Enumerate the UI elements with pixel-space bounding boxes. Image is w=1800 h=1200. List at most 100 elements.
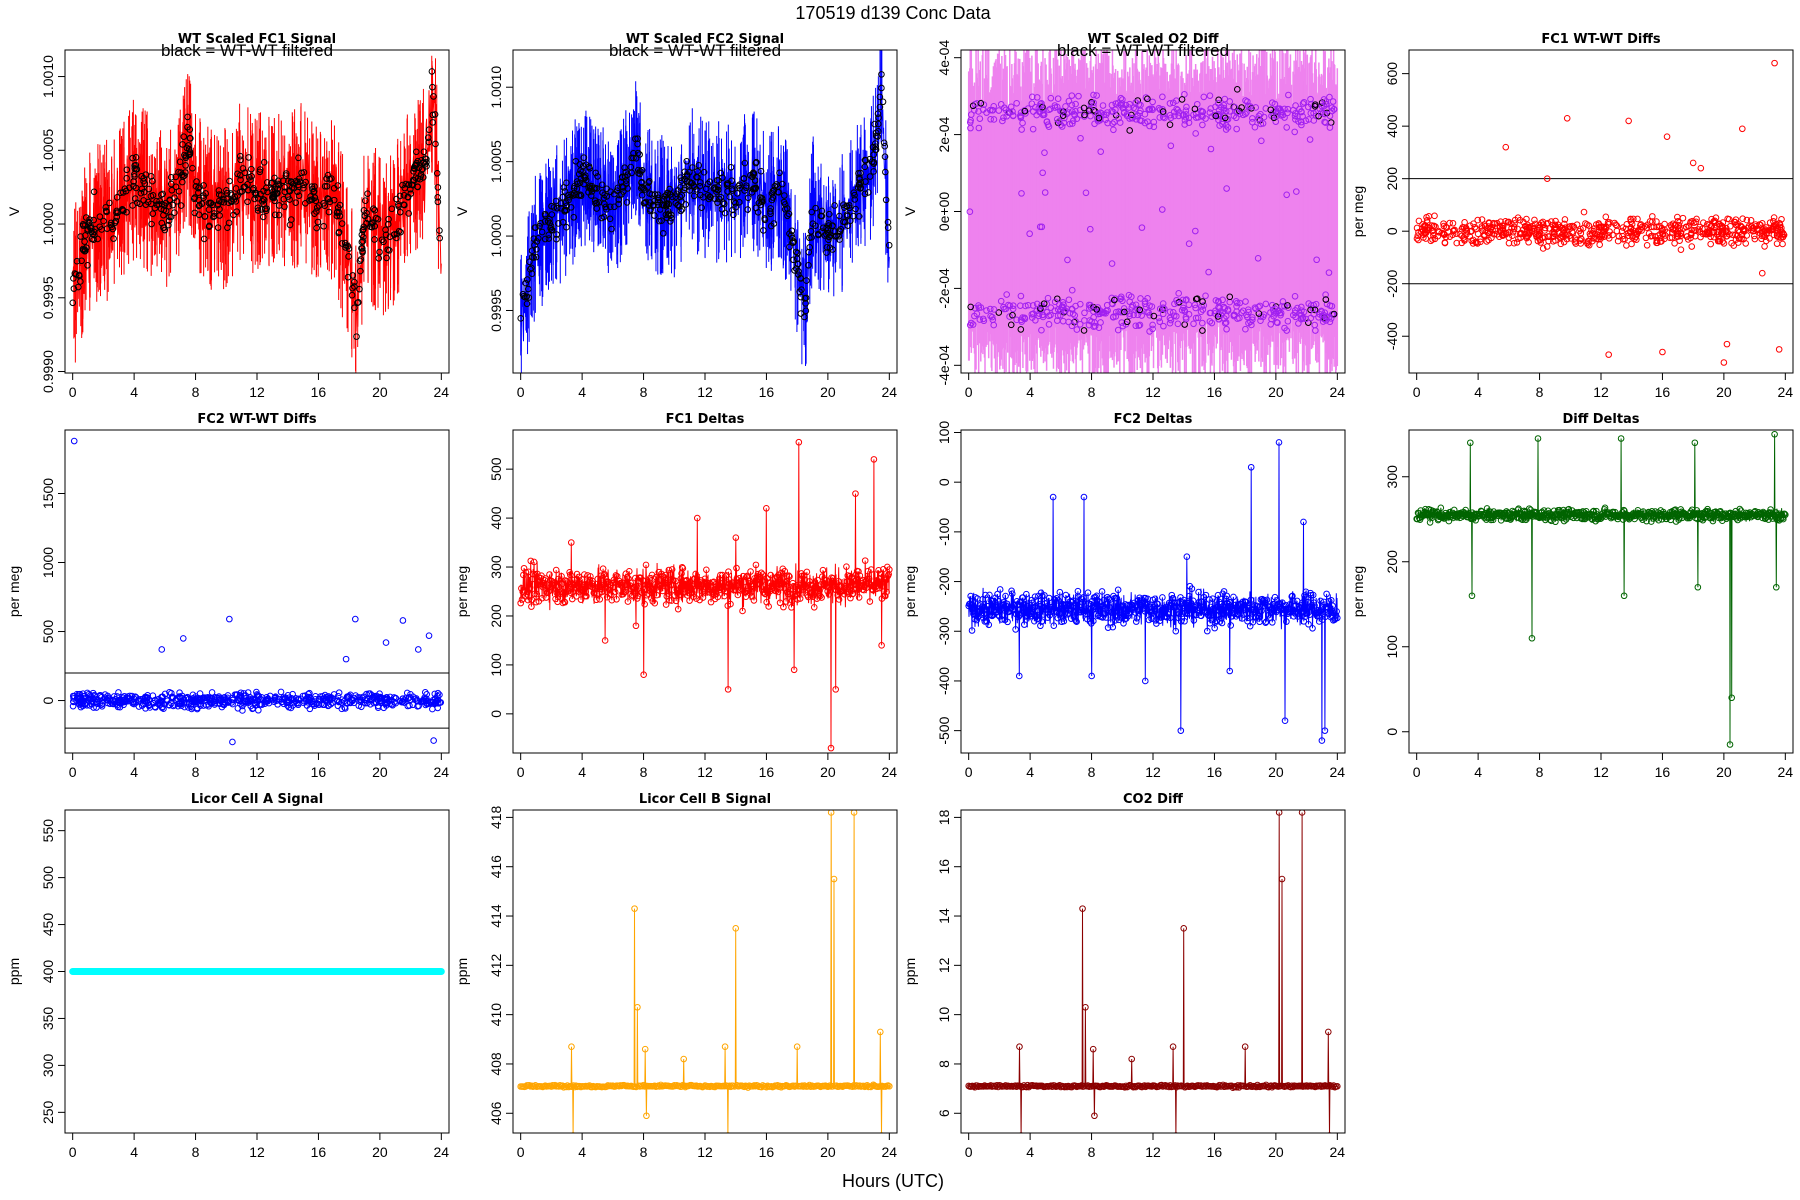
filtered-point xyxy=(791,267,798,274)
filtered-point xyxy=(638,191,646,199)
upper-point xyxy=(1183,103,1190,111)
filtered-point xyxy=(126,184,133,192)
filtered-point xyxy=(306,197,313,204)
filtered-point xyxy=(102,207,110,215)
upper-point xyxy=(1136,109,1144,117)
series-point xyxy=(589,577,596,585)
scatter-point xyxy=(375,694,383,702)
scattered-point xyxy=(1267,309,1274,316)
lower-point xyxy=(1161,305,1168,313)
filtered-point xyxy=(645,179,652,186)
series-point xyxy=(621,588,629,596)
filtered-point xyxy=(397,228,404,236)
chart-panel-wt_o2diff: WT Scaled O2 Diff V 0 4 8 12 16 20 24 -4e-04 -2e-0… xyxy=(902,32,1346,400)
outlier-point xyxy=(70,437,78,445)
upper-point xyxy=(1249,115,1256,122)
filtered-point xyxy=(166,197,174,204)
scatter-point xyxy=(304,699,312,706)
filtered-point xyxy=(735,182,742,190)
y-tick-label: 1.0010 xyxy=(40,55,56,98)
x-tick-label: 20 xyxy=(820,764,836,780)
scatter-point xyxy=(320,701,328,709)
scatter-point xyxy=(363,699,371,707)
scatter-point xyxy=(1577,240,1585,247)
lower-point xyxy=(1123,308,1131,315)
filtered-point xyxy=(244,181,251,188)
scatter-point xyxy=(1663,229,1671,236)
plot-frame xyxy=(512,49,898,374)
filtered-point xyxy=(84,261,91,269)
scatter-point xyxy=(142,694,149,701)
outlier-point xyxy=(1605,351,1612,358)
filtered-point xyxy=(378,236,386,244)
filtered-point xyxy=(873,132,880,140)
upper-point xyxy=(1126,100,1133,108)
lower-point xyxy=(1141,298,1149,305)
scatter-point xyxy=(363,690,370,698)
series-point xyxy=(651,599,659,607)
series-point xyxy=(672,577,679,585)
filtered-point xyxy=(237,156,244,164)
filtered-point xyxy=(225,219,233,227)
filtered-point xyxy=(706,193,714,200)
y-tick-label: 500 xyxy=(40,620,56,644)
upper-point xyxy=(1178,96,1186,103)
upper-point xyxy=(1053,115,1061,123)
filtered-point xyxy=(77,233,84,240)
upper-point xyxy=(1094,110,1102,117)
scatter-point xyxy=(228,699,236,706)
filtered-point xyxy=(553,231,560,238)
series-point xyxy=(611,588,619,596)
series-point xyxy=(632,622,640,630)
scatter-point xyxy=(1414,232,1422,239)
scattered-point xyxy=(1313,256,1320,264)
plot-frame xyxy=(960,49,1346,374)
filtered-point xyxy=(232,198,240,205)
outlier-point xyxy=(1625,117,1632,125)
scatter-point xyxy=(175,693,183,701)
scatter-point xyxy=(1559,224,1567,232)
x-tick-label: 12 xyxy=(1145,384,1161,400)
filtered-point xyxy=(130,178,137,185)
filtered-point xyxy=(359,245,366,252)
filtered-point xyxy=(757,201,765,209)
filtered-point xyxy=(636,167,644,175)
series-point xyxy=(644,590,652,597)
scatter-point xyxy=(1554,221,1562,228)
series-point xyxy=(601,637,609,644)
filtered-point xyxy=(769,194,777,201)
upper-point xyxy=(1013,99,1020,107)
scatter-point xyxy=(1713,228,1721,236)
lower-point xyxy=(1267,320,1275,328)
series-point xyxy=(558,572,565,580)
x-tick-label: 0 xyxy=(69,764,77,780)
upper-point xyxy=(1207,105,1215,112)
y-tick-label: 0.9995 xyxy=(40,276,56,319)
filtered-point xyxy=(414,183,421,190)
filtered-point xyxy=(311,194,319,202)
filtered-point xyxy=(140,188,148,196)
filtered-point xyxy=(757,167,765,175)
upper-point xyxy=(1251,123,1259,131)
filtered-point xyxy=(123,175,130,182)
filtered-point xyxy=(658,217,665,225)
filtered-point xyxy=(659,229,667,237)
scatter-point xyxy=(1743,216,1751,224)
filtered-point xyxy=(233,208,241,215)
filtered-point xyxy=(603,185,610,193)
filtered-point xyxy=(326,198,334,206)
scatter-point xyxy=(145,702,153,709)
outlier-point xyxy=(1689,159,1697,167)
filtered-point xyxy=(565,196,572,204)
scatter-point xyxy=(271,696,278,704)
lower-point xyxy=(1192,304,1199,312)
filtered-point xyxy=(353,333,360,340)
filtered-point xyxy=(601,200,608,208)
lower-point xyxy=(967,303,974,311)
filtered-point xyxy=(561,188,569,195)
scatter-point xyxy=(1546,225,1553,232)
lower-point xyxy=(973,310,981,318)
figure-title: 170519 d139 Conc Data xyxy=(795,3,991,23)
filtered-point xyxy=(623,199,631,206)
x-tick-label: 8 xyxy=(192,384,200,400)
